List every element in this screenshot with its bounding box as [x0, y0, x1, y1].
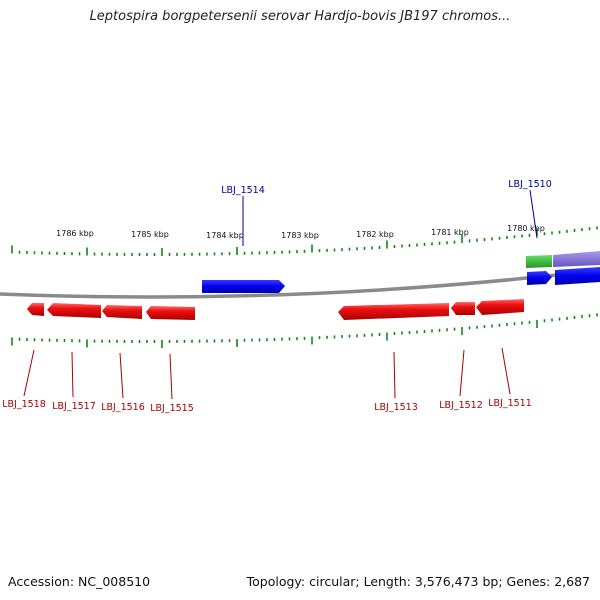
gene-label-lbj-1510[interactable]: LBJ_1510	[508, 179, 552, 190]
scale-label: 1782 kbp	[356, 230, 394, 239]
gene-label-lbj-1515[interactable]: LBJ_1515	[150, 403, 194, 414]
gene-label-lbj-1518[interactable]: LBJ_1518	[2, 399, 46, 410]
gene-arrow-lbj-1514[interactable]	[202, 280, 285, 293]
scale-ticks-top	[11, 226, 598, 256]
gene-arrow-lbj-1512[interactable]	[451, 302, 475, 315]
label-leader-line	[501, 347, 511, 395]
gene-arrow-lbj-1511[interactable]	[476, 299, 524, 315]
map-title: Leptospira borgpetersenii serovar Hardjo…	[89, 9, 511, 24]
topology-text: Topology: circular; Length: 3,576,473 bp…	[246, 574, 590, 589]
label-leader-line	[393, 351, 396, 399]
label-leader-line	[71, 351, 74, 398]
label-leader-line	[169, 353, 173, 400]
scale-label: 1784 kbp	[206, 231, 244, 240]
genome-backbone	[0, 268, 600, 299]
scale-label: 1786 kbp	[56, 229, 94, 238]
gene-label-lbj-1511[interactable]: LBJ_1511	[488, 398, 532, 409]
scale-label: 1780 kbp	[507, 224, 545, 233]
scale-label: 1785 kbp	[131, 230, 169, 239]
gene-arrow-lbj-1518[interactable]	[27, 303, 44, 316]
gene-arrow-forward[interactable]	[555, 267, 600, 285]
label-leader-line	[529, 189, 538, 239]
gene-arrow-lbj-1513[interactable]	[338, 303, 449, 320]
gene-label-lbj-1516[interactable]: LBJ_1516	[101, 402, 145, 413]
label-leader-line	[119, 352, 124, 399]
gene-feature-purple[interactable]	[553, 251, 600, 267]
scale-label: 1781 kbp	[431, 228, 469, 237]
gene-arrow-lbj-1515[interactable]	[146, 306, 195, 320]
scale-label: 1783 kbp	[281, 231, 319, 240]
label-leader-line	[23, 349, 35, 397]
gene-label-lbj-1517[interactable]: LBJ_1517	[52, 401, 96, 412]
gene-arrow-lbj-1516[interactable]	[102, 305, 142, 319]
label-leader-line	[459, 349, 465, 397]
accession-text: Accession: NC_008510	[8, 574, 151, 589]
gene-label-lbj-1514[interactable]: LBJ_1514	[221, 185, 265, 196]
gene-label-lbj-1512[interactable]: LBJ_1512	[439, 400, 483, 411]
scale-ticks-bottom	[11, 313, 598, 348]
gene-arrow-lbj-1517[interactable]	[47, 303, 101, 318]
gene-feature-green[interactable]	[526, 255, 552, 268]
gene-arrow-forward[interactable]	[527, 271, 552, 285]
gene-label-lbj-1513[interactable]: LBJ_1513	[374, 402, 418, 413]
